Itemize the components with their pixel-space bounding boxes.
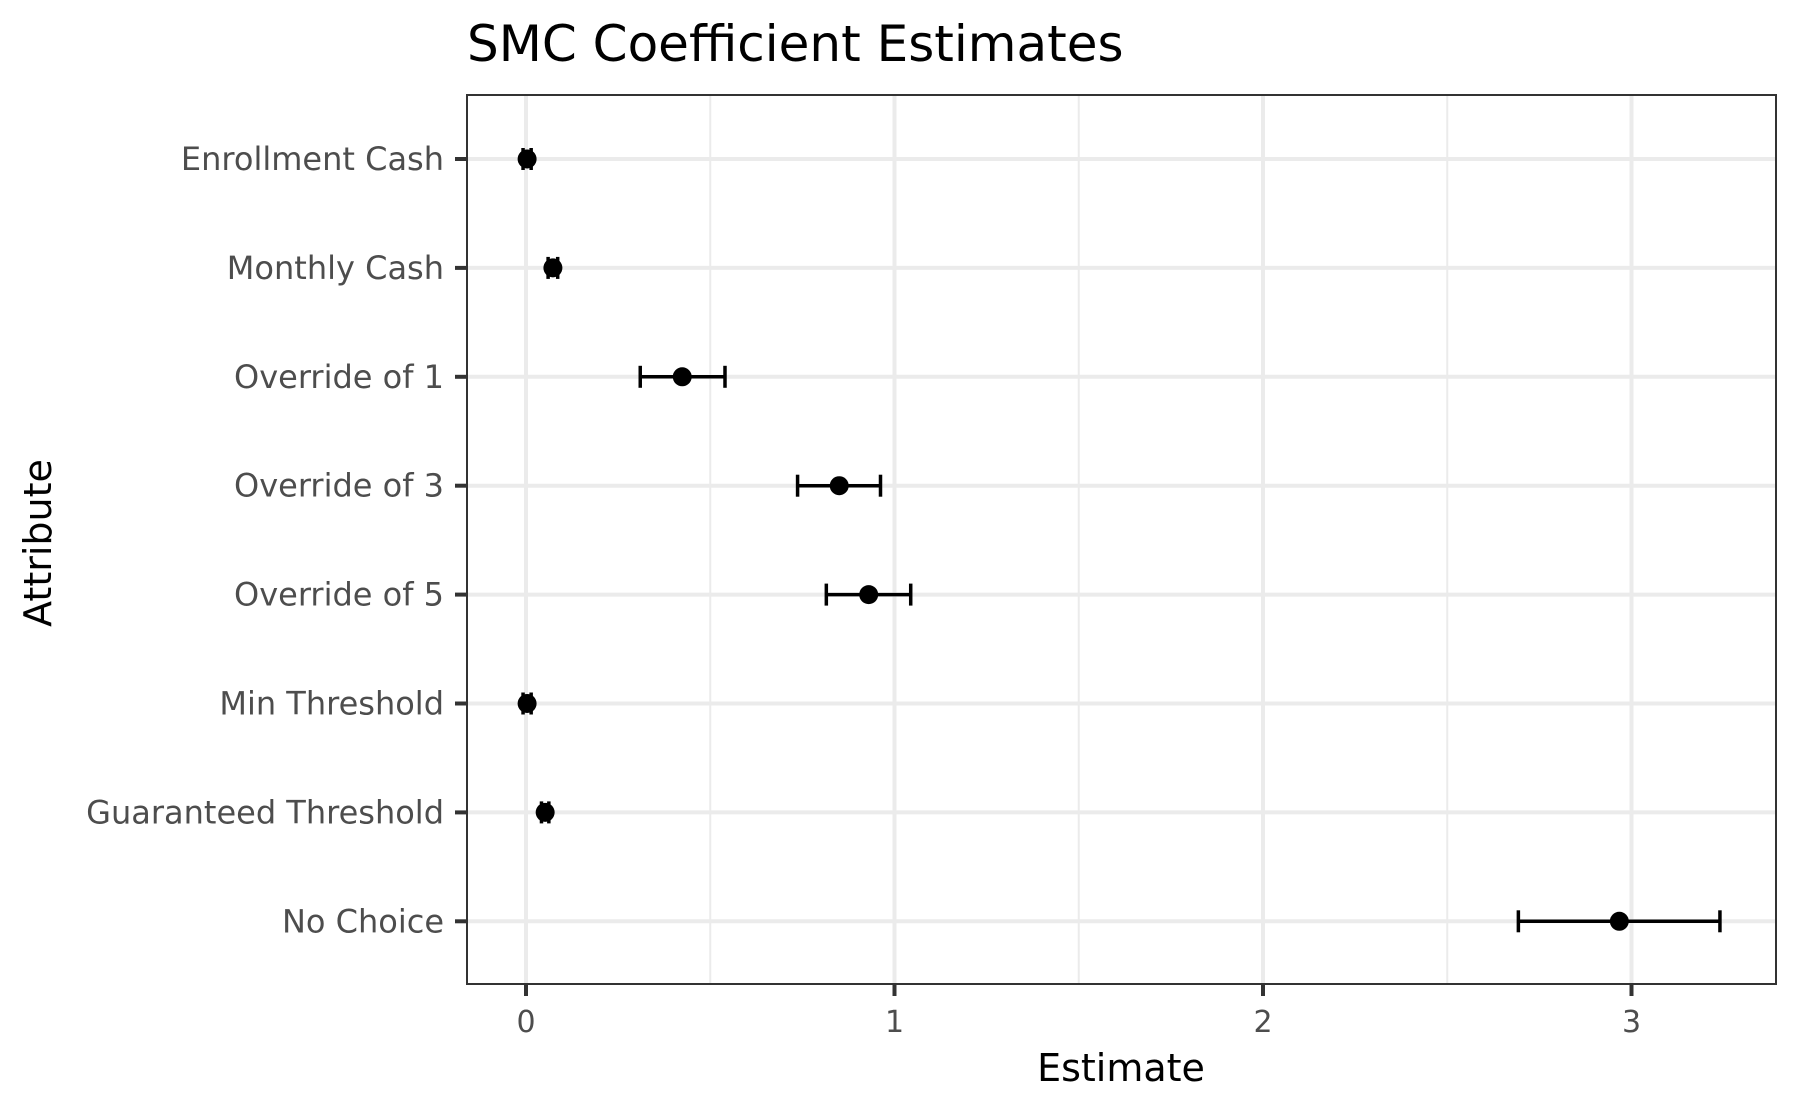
- y-tick-label: Enrollment Cash: [181, 140, 444, 178]
- error-bar-group: [795, 474, 883, 497]
- chart-title: SMC Coefficient Estimates: [467, 15, 1124, 73]
- error-bar-group: [535, 801, 555, 824]
- y-axis: Enrollment Cash Monthly Cash Override of 1…: [86, 140, 467, 940]
- x-tick-label: 2: [1253, 1005, 1272, 1040]
- x-tick-label: 1: [885, 1005, 904, 1040]
- data-marks: [517, 148, 1722, 933]
- y-tick-label: Override of 3: [234, 467, 444, 505]
- error-bar-group: [517, 148, 537, 170]
- y-tick-label: Override of 5: [234, 576, 444, 614]
- x-axis: 0 1 2 3: [516, 984, 1641, 1040]
- estimate-point: [1609, 911, 1629, 931]
- y-tick-label: Monthly Cash: [227, 249, 444, 287]
- error-bar-group: [824, 583, 913, 606]
- estimate-point: [859, 585, 879, 605]
- estimate-point: [829, 476, 849, 496]
- error-bar-group: [543, 256, 563, 279]
- y-tick-label: No Choice: [282, 902, 444, 940]
- estimate-point: [517, 694, 537, 713]
- y-tick-label: Min Threshold: [219, 685, 444, 723]
- error-bar-group: [517, 692, 537, 715]
- estimate-point: [535, 802, 555, 822]
- plot-panel-border: [466, 94, 1777, 985]
- error-bar-group: [1516, 910, 1722, 933]
- y-tick-label: Override of 1: [234, 358, 444, 396]
- estimate-point: [517, 149, 537, 169]
- estimate-point: [543, 258, 563, 278]
- x-axis-title: Estimate: [1037, 1046, 1205, 1090]
- x-tick-label: 0: [516, 1005, 535, 1040]
- estimate-point: [672, 367, 692, 387]
- error-bar-group: [638, 365, 727, 388]
- y-tick-label: Guaranteed Threshold: [86, 793, 444, 831]
- y-axis-title: Attribute: [16, 459, 60, 627]
- x-tick-label: 3: [1622, 1005, 1641, 1040]
- gridlines: [467, 95, 1776, 984]
